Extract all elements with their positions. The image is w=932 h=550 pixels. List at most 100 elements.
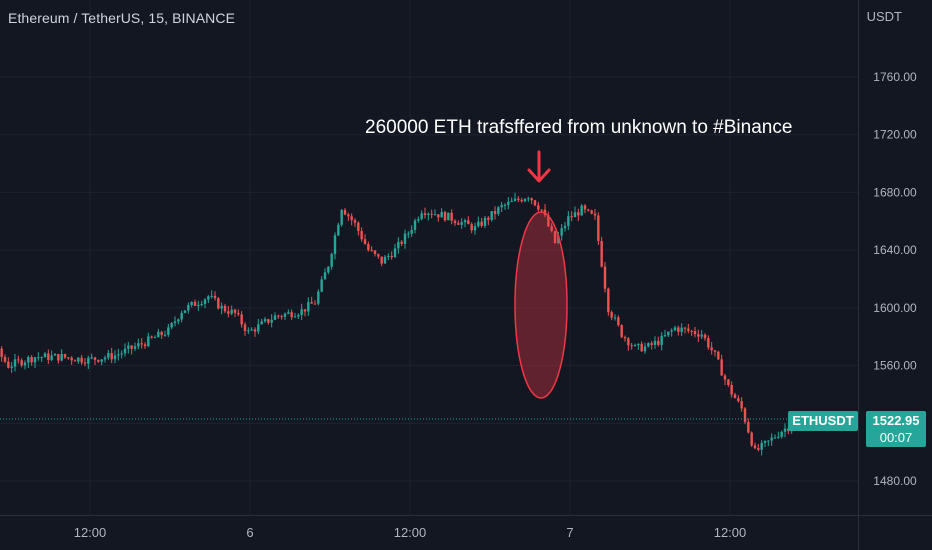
candle [660, 332, 663, 351]
candle [463, 218, 467, 228]
x-tick-label: 12:00 [394, 525, 427, 540]
candle [67, 356, 70, 360]
candle [743, 407, 747, 425]
candle [767, 440, 770, 447]
candle-body [253, 329, 257, 332]
candle [723, 373, 727, 386]
candle-body [630, 345, 633, 347]
candle [263, 317, 267, 323]
candle [300, 303, 303, 321]
candle [597, 212, 600, 245]
candle-body [697, 334, 700, 337]
candle-body [130, 345, 133, 349]
candle-body [677, 327, 680, 332]
candle [480, 217, 483, 228]
candle-body [313, 303, 317, 305]
candle-body [537, 205, 540, 210]
candle-body [743, 408, 747, 422]
candle [623, 335, 627, 342]
candle-body [107, 353, 110, 358]
candle [620, 324, 623, 339]
candle [640, 341, 643, 352]
candle-body [627, 338, 630, 346]
candle [513, 192, 517, 202]
candle-body [447, 212, 450, 221]
annotation-arrow-icon [527, 150, 551, 183]
candle-body [667, 331, 670, 336]
candle-body [323, 272, 327, 280]
candle-body [583, 205, 587, 210]
candle [63, 353, 67, 359]
candle-body [560, 228, 563, 236]
candle-body [93, 357, 97, 360]
x-tick-label: 12:00 [714, 525, 747, 540]
candle-body [750, 432, 753, 446]
candle [700, 329, 703, 340]
candle [337, 222, 340, 236]
candle-body [567, 216, 570, 226]
candle-body [397, 241, 400, 249]
candle [273, 312, 277, 321]
candle [110, 347, 113, 364]
candle-body [373, 250, 377, 254]
candle [783, 423, 787, 438]
candle-body [600, 241, 603, 267]
candle-body [80, 357, 83, 363]
candle [570, 211, 573, 222]
candle-body [350, 216, 353, 221]
candle [717, 350, 720, 361]
candle-body [123, 348, 127, 354]
candle [500, 201, 503, 213]
annotation-text[interactable]: 260000 ETH trafsffered from unknown to #… [365, 117, 793, 138]
candle-body [117, 354, 120, 356]
candle-body [327, 266, 330, 273]
candle [407, 231, 410, 239]
candle-body [690, 330, 693, 332]
candle-body [223, 305, 227, 312]
candle [183, 310, 187, 314]
candle-body [10, 366, 13, 368]
candle-body [773, 437, 777, 439]
candle-body [590, 210, 593, 214]
candle [307, 297, 310, 316]
candle-body [450, 212, 453, 221]
candle-body [577, 212, 580, 216]
candle [150, 335, 153, 339]
candle [310, 296, 313, 304]
candle-body [683, 327, 687, 329]
candle [703, 333, 707, 341]
candle-body [77, 357, 80, 362]
candle [327, 266, 330, 275]
candle-body [227, 311, 230, 314]
candle-body [710, 347, 713, 351]
candle-body [523, 198, 527, 202]
arrow-head [527, 168, 551, 183]
y-tick-label: 1480.00 [873, 474, 917, 488]
candle [763, 440, 767, 447]
candle-body [427, 213, 430, 215]
candle-body [740, 401, 743, 409]
candle [430, 209, 433, 219]
candle [550, 223, 553, 233]
candle [747, 418, 750, 434]
candle [120, 350, 123, 359]
candle-body [100, 359, 103, 362]
candle-body [403, 233, 407, 244]
candle [450, 209, 453, 225]
symbol-badge[interactable]: ETHUSDT [788, 411, 858, 431]
candle [617, 315, 620, 327]
candle-body [587, 209, 590, 211]
candle-body [63, 354, 67, 358]
candle-body [680, 327, 683, 332]
y-tick-label: 1560.00 [873, 359, 917, 373]
candle-body [97, 359, 100, 362]
candle-body [657, 340, 660, 345]
candle-body [53, 354, 57, 356]
candle [727, 378, 730, 387]
candle [297, 313, 300, 319]
candle [40, 356, 43, 362]
candle-body [483, 217, 487, 226]
candle [643, 342, 647, 354]
